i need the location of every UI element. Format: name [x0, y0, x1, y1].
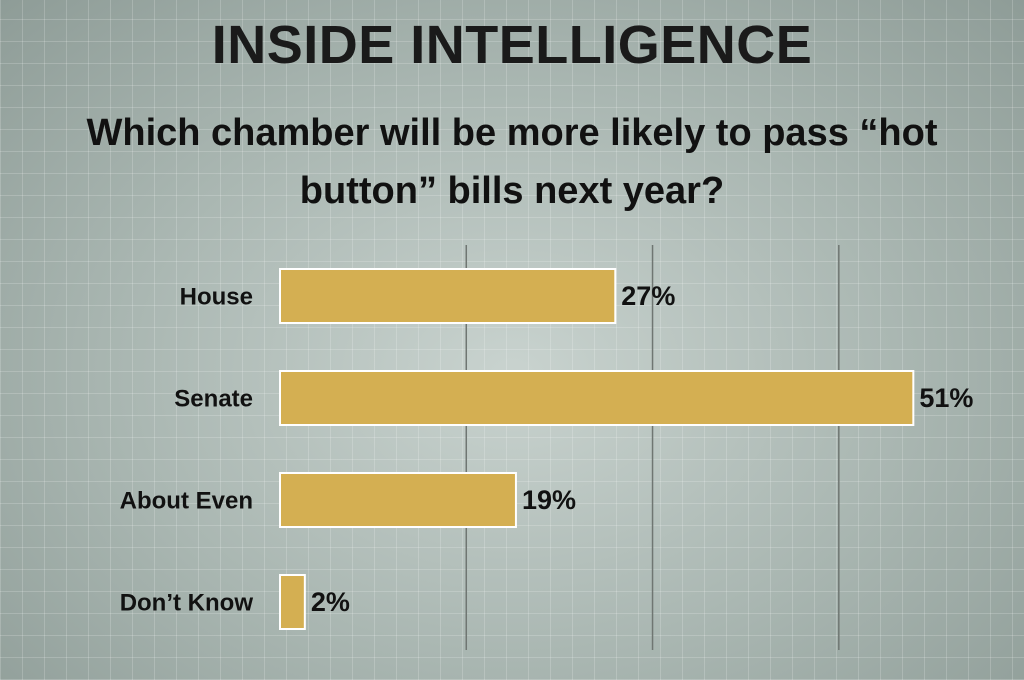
chart-title: INSIDE INTELLIGENCE	[211, 15, 813, 75]
value-label: 19%	[522, 485, 576, 515]
bar	[279, 574, 306, 630]
value-label: 2%	[311, 587, 350, 617]
category-label: Don’t Know	[120, 589, 254, 616]
bar	[279, 268, 617, 324]
bar	[279, 472, 517, 528]
category-label: About Even	[120, 487, 253, 514]
bar	[279, 370, 915, 426]
category-label: House	[180, 283, 253, 310]
value-label: 27%	[621, 281, 675, 311]
value-label: 51%	[919, 383, 973, 413]
chart-subtitle: Which chamber will be more likely to pas…	[86, 112, 938, 212]
category-label: Senate	[174, 385, 253, 412]
